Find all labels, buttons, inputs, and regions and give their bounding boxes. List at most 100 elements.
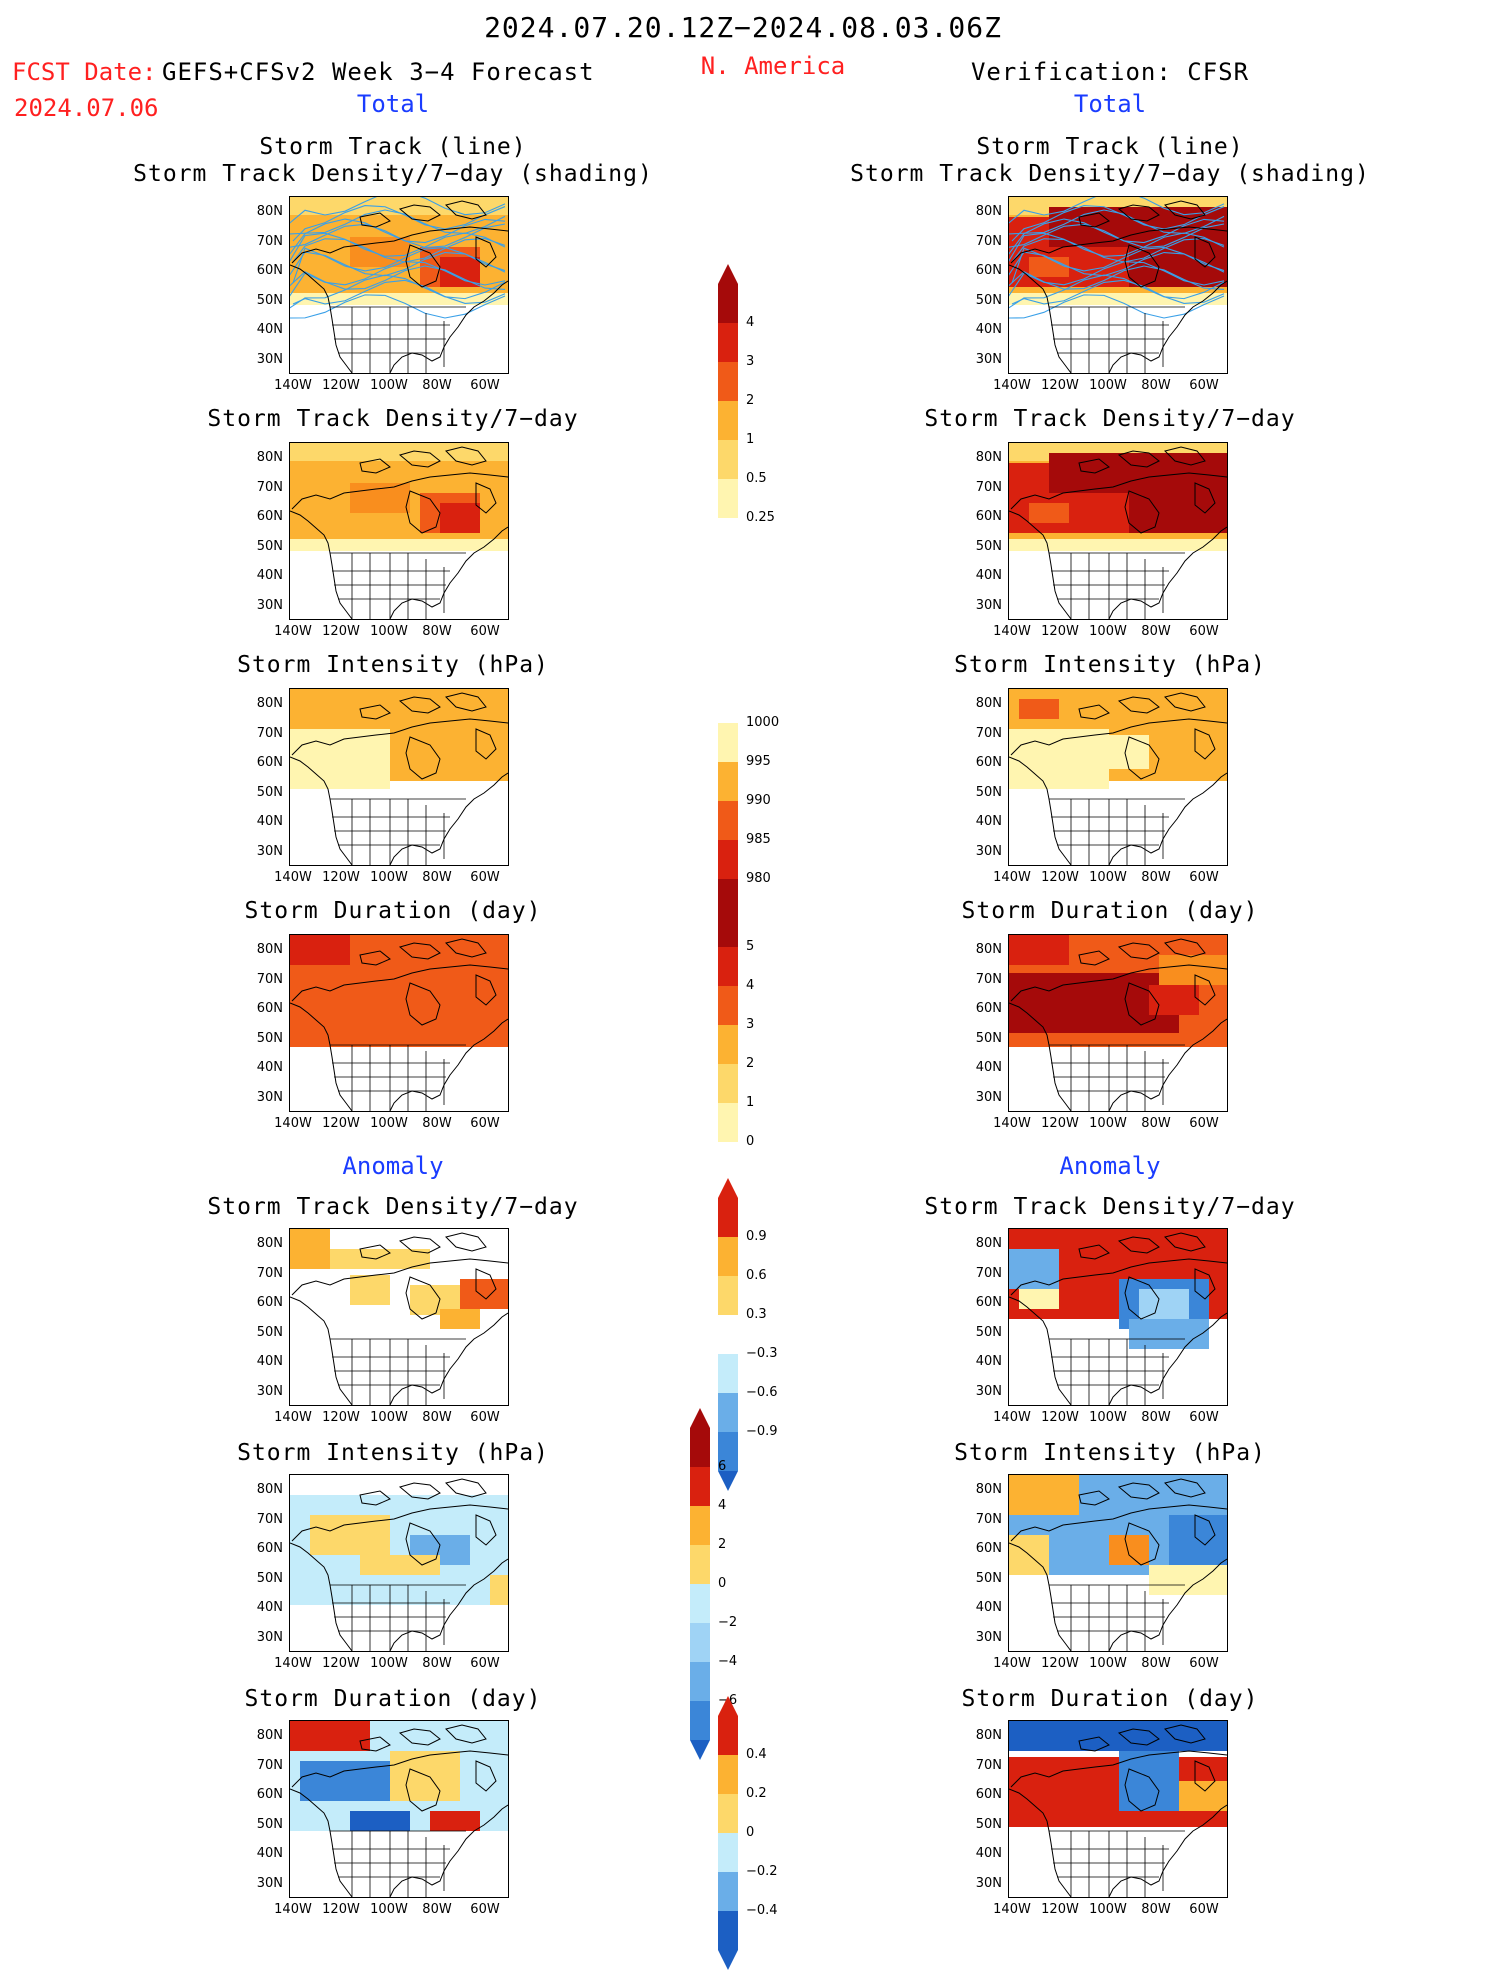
lon-tick-label: 120W	[1041, 1656, 1079, 1671]
lat-tick-label: 80N	[256, 1482, 283, 1497]
colorbar-swatches	[718, 1696, 738, 1970]
map-canvas	[290, 935, 508, 1111]
colorbar-label: −0.4	[746, 1903, 778, 1918]
lat-tick-label: 60N	[256, 509, 283, 524]
map-panel	[1008, 1474, 1228, 1652]
panel-title: Storm Track Density/7−day (shading)	[133, 161, 653, 187]
lat-tick-label: 50N	[975, 1030, 1002, 1046]
colorbar-density-anom: 0.9 0.6 0.3 −0.3 −0.6 −0.9	[718, 1178, 838, 1491]
panel-title: Storm Track Density/7−day	[207, 1194, 579, 1220]
lon-tick-label: 140W	[274, 870, 312, 885]
total-right-label: Total	[1073, 90, 1147, 118]
colorbar-duration-total: 5 4 3 2 1 0	[718, 888, 838, 1201]
map-canvas	[290, 1478, 508, 1651]
lat-tick-label: 60N	[975, 1787, 1002, 1802]
map-canvas	[290, 689, 508, 865]
lat-tick-label: 70N	[975, 725, 1002, 741]
lon-tick-label: 80W	[422, 870, 452, 885]
lat-tick-label: 70N	[975, 1511, 1002, 1527]
lat-tick-label: 70N	[256, 479, 283, 495]
lon-tick-label: 140W	[993, 1902, 1031, 1917]
lat-tick-label: 30N	[975, 1875, 1002, 1891]
lon-tick-label: 120W	[322, 1410, 360, 1425]
lat-tick-label: 50N	[975, 1570, 1002, 1586]
total-left-label: Total	[356, 90, 430, 118]
lat-tick-label: 80N	[256, 204, 283, 219]
map-canvas	[1009, 935, 1227, 1111]
lat-tick-label: 30N	[975, 1629, 1002, 1645]
lat-tick-label: 80N	[256, 1728, 283, 1743]
lon-tick-label: 140W	[274, 1902, 312, 1917]
lat-tick-label: 40N	[256, 322, 283, 337]
lat-tick-label: 60N	[975, 263, 1002, 278]
map-canvas	[290, 197, 508, 373]
lat-tick-label: 40N	[256, 1846, 283, 1861]
map-canvas	[1009, 1721, 1227, 1897]
lat-tick-label: 70N	[256, 233, 283, 249]
panel-title: Storm Duration (day)	[244, 1686, 542, 1712]
lat-tick-label: 30N	[256, 1383, 283, 1399]
lon-tick-label: 120W	[322, 870, 360, 885]
anomaly-right-label: Anomaly	[1059, 1152, 1161, 1180]
lon-tick-label: 80W	[422, 1656, 452, 1671]
colorbar-label: 4	[746, 315, 755, 330]
lon-tick-label: 120W	[1041, 624, 1079, 639]
lat-tick-label: 50N	[975, 538, 1002, 554]
lat-tick-label: 70N	[256, 1757, 283, 1773]
lat-tick-label: 40N	[975, 1846, 1002, 1861]
lat-tick-label: 70N	[975, 1265, 1002, 1281]
lat-tick-label: 60N	[975, 509, 1002, 524]
lat-tick-label: 60N	[256, 263, 283, 278]
colorbar-label: 2	[718, 1537, 727, 1552]
colorbar-label: 0.5	[746, 471, 767, 486]
colorbar-label: 0.3	[746, 1307, 767, 1322]
lat-tick-label: 50N	[256, 538, 283, 554]
lat-tick-label: 30N	[256, 1629, 283, 1645]
lon-tick-label: 60W	[470, 870, 500, 885]
lon-tick-label: 120W	[322, 378, 360, 393]
lon-tick-label: 80W	[1141, 624, 1171, 639]
lon-tick-label: 140W	[993, 1116, 1031, 1131]
colorbar-label: 0	[718, 1576, 727, 1591]
panel-title: Storm Intensity (hPa)	[237, 1440, 549, 1466]
lat-tick-label: 60N	[256, 1787, 283, 1802]
lat-tick-label: 30N	[975, 1089, 1002, 1105]
map-canvas	[1009, 689, 1227, 865]
map-canvas	[1009, 1475, 1227, 1651]
lat-tick-label: 40N	[975, 568, 1002, 583]
colorbar-label: 0.6	[746, 1268, 767, 1283]
lat-tick-label: 80N	[256, 1236, 283, 1251]
lon-tick-label: 80W	[422, 1902, 452, 1917]
lat-tick-label: 80N	[975, 1728, 1002, 1743]
lon-tick-label: 140W	[993, 1656, 1031, 1671]
lon-tick-label: 120W	[1041, 1410, 1079, 1425]
panel-title: Storm Duration (day)	[244, 898, 542, 924]
lat-tick-label: 40N	[256, 1600, 283, 1615]
lon-tick-label: 60W	[1189, 1410, 1219, 1425]
lat-tick-label: 40N	[975, 1600, 1002, 1615]
lat-tick-label: 30N	[256, 597, 283, 613]
map-panel	[289, 1720, 509, 1898]
lon-tick-label: 120W	[322, 1116, 360, 1131]
lon-tick-label: 80W	[1141, 1656, 1171, 1671]
lat-tick-label: 80N	[975, 1236, 1002, 1251]
lon-tick-label: 120W	[322, 1902, 360, 1917]
panel-title: Storm Track (line)	[259, 134, 527, 160]
panel-title: Storm Track (line)	[976, 134, 1244, 160]
lon-tick-label: 140W	[274, 1116, 312, 1131]
region-label: N. America	[700, 52, 846, 80]
panel-title: Storm Track Density/7−day (shading)	[850, 161, 1370, 187]
map-canvas	[1009, 443, 1227, 619]
lon-tick-label: 140W	[274, 1656, 312, 1671]
lon-tick-label: 100W	[370, 870, 408, 885]
colorbar-label: 3	[746, 354, 755, 369]
lon-tick-label: 100W	[370, 1902, 408, 1917]
lon-tick-label: 100W	[370, 1410, 408, 1425]
lat-tick-label: 60N	[975, 1541, 1002, 1556]
map-panel	[1008, 1228, 1228, 1406]
colorbar-label: 990	[746, 793, 771, 808]
lat-tick-label: 60N	[256, 1001, 283, 1016]
map-canvas	[290, 1721, 508, 1897]
lat-tick-label: 30N	[975, 1383, 1002, 1399]
lon-tick-label: 120W	[1041, 1116, 1079, 1131]
